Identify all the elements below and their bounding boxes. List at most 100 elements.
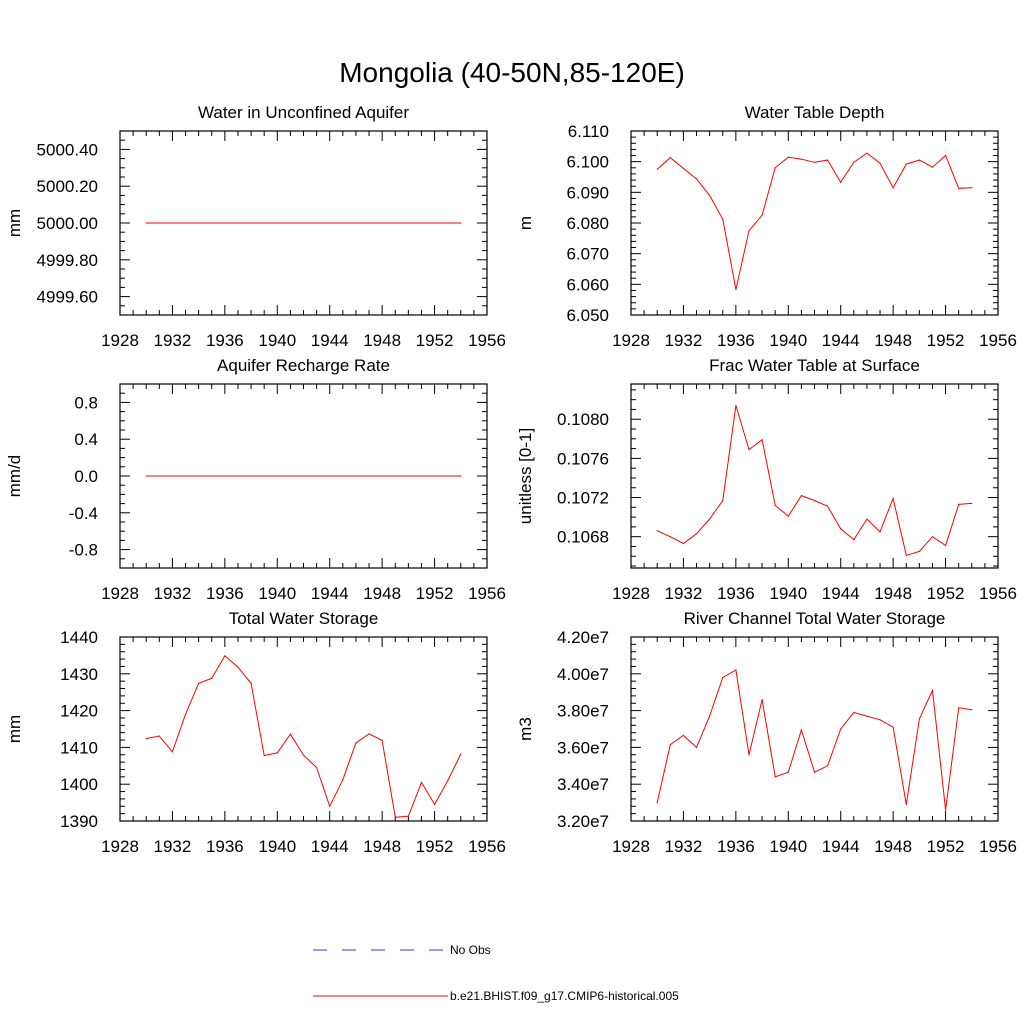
x-tick-label: 1936 xyxy=(206,584,244,603)
data-point xyxy=(695,533,698,535)
y-tick-label: 0.8 xyxy=(74,393,98,412)
data-point xyxy=(656,530,658,532)
data-point xyxy=(800,158,803,160)
data-point xyxy=(145,475,147,477)
data-point xyxy=(145,222,147,224)
y-tick-label: 0.0 xyxy=(74,467,98,486)
legend-entry-model: b.e21.BHIST.f09_g17.CMIP6-historical.005 xyxy=(313,989,679,1003)
data-point xyxy=(656,168,658,170)
data-point xyxy=(905,554,907,556)
data-point xyxy=(866,518,868,520)
x-tick-label: 1944 xyxy=(822,584,860,603)
y-axis-label: m xyxy=(516,216,535,230)
x-tick-label: 1932 xyxy=(154,837,192,856)
panel-total-water-storage: Total Water Storage mm 1928 1932 1936 1940 194… xyxy=(5,609,506,856)
y-tick-label: 0.1072 xyxy=(557,489,609,508)
y-tick-label: 4.00e7 xyxy=(557,665,609,684)
x-tick-label: 1936 xyxy=(717,584,755,603)
data-point xyxy=(669,157,671,159)
x-tick-label: 1940 xyxy=(769,331,807,350)
data-point xyxy=(800,729,803,731)
data-point xyxy=(774,504,776,506)
data-point xyxy=(407,815,409,817)
y-tick-label: 1420 xyxy=(60,702,98,721)
data-point xyxy=(787,515,789,517)
data-point xyxy=(263,754,265,757)
data-point xyxy=(853,711,855,714)
data-point xyxy=(761,214,763,216)
data-point xyxy=(787,156,789,158)
data-point xyxy=(761,699,763,701)
y-axis-label: mm xyxy=(5,715,24,743)
data-point xyxy=(237,666,239,668)
y-tick-label: 6.070 xyxy=(566,245,609,264)
data-point xyxy=(827,159,829,161)
x-tick-label: 1940 xyxy=(258,584,296,603)
data-point xyxy=(945,544,947,547)
y-tick-label: 6.100 xyxy=(566,153,609,172)
panel-title: Frac Water Table at Surface xyxy=(709,356,920,375)
data-point xyxy=(761,439,763,441)
legend: No Obs b.e21.BHIST.f09_g17.CMIP6-histori… xyxy=(313,943,679,1003)
x-tick-label: 1928 xyxy=(612,837,650,856)
data-point xyxy=(158,735,160,737)
data-point xyxy=(918,718,921,720)
data-point xyxy=(931,689,934,692)
panel-river-channel-total-water-storage: River Channel Total Water Storage m3 1928 1… xyxy=(516,609,1017,856)
x-tick-label: 1952 xyxy=(416,837,454,856)
data-point xyxy=(276,752,278,754)
data-point xyxy=(958,187,960,189)
legend-label-model: b.e21.BHIST.f09_g17.CMIP6-historical.005 xyxy=(450,989,679,1003)
panel-aquifer-recharge-rate: Aquifer Recharge Rate mm/d 1928 1932 1936 194… xyxy=(5,356,506,603)
data-point xyxy=(198,682,200,685)
panel-title: Water in Unconfined Aquifer xyxy=(198,103,409,122)
plot-frame xyxy=(630,383,999,569)
y-tick-label: -0.4 xyxy=(69,504,98,523)
data-point xyxy=(971,187,973,189)
data-point xyxy=(735,404,737,407)
data-point xyxy=(289,733,291,735)
x-tick-label: 1956 xyxy=(468,837,506,856)
data-point xyxy=(879,162,881,164)
data-point xyxy=(342,779,344,781)
y-axis-label: mm/d xyxy=(5,455,24,498)
data-point xyxy=(368,733,370,735)
y-tick-label: 3.60e7 xyxy=(557,738,609,757)
data-point xyxy=(656,802,658,804)
y-tick-label: 1390 xyxy=(60,812,98,831)
data-point xyxy=(774,167,776,169)
x-tick-label: 1932 xyxy=(154,584,192,603)
y-tick-label: 1410 xyxy=(60,738,98,757)
data-point xyxy=(971,502,973,504)
data-point xyxy=(892,497,894,500)
y-tick-label: 0.1080 xyxy=(557,410,609,429)
y-tick-label: 6.090 xyxy=(566,183,609,202)
data-point xyxy=(735,288,737,291)
data-point xyxy=(827,505,829,507)
data-point xyxy=(931,536,934,538)
y-tick-label: 4999.60 xyxy=(37,288,98,307)
data-point xyxy=(892,726,894,728)
data-point xyxy=(945,154,947,157)
data-point xyxy=(709,715,711,717)
x-tick-label: 1944 xyxy=(311,584,349,603)
y-tick-label: -0.8 xyxy=(69,541,98,560)
data-point xyxy=(905,163,907,165)
y-tick-label: 0.4 xyxy=(74,430,98,449)
x-tick-label: 1956 xyxy=(468,584,506,603)
data-point xyxy=(329,805,331,807)
data-point xyxy=(866,715,868,717)
y-axis-label: m3 xyxy=(516,717,535,741)
x-tick-label: 1956 xyxy=(979,331,1017,350)
y-tick-label: 6.080 xyxy=(566,214,609,233)
x-tick-label: 1948 xyxy=(363,837,401,856)
data-point xyxy=(840,728,842,730)
data-point xyxy=(905,803,907,806)
data-point xyxy=(800,495,803,497)
data-point xyxy=(316,767,318,769)
data-point xyxy=(748,449,750,451)
x-tick-label: 1944 xyxy=(311,837,349,856)
data-point xyxy=(709,518,711,520)
y-tick-label: 4.20e7 xyxy=(557,628,609,647)
